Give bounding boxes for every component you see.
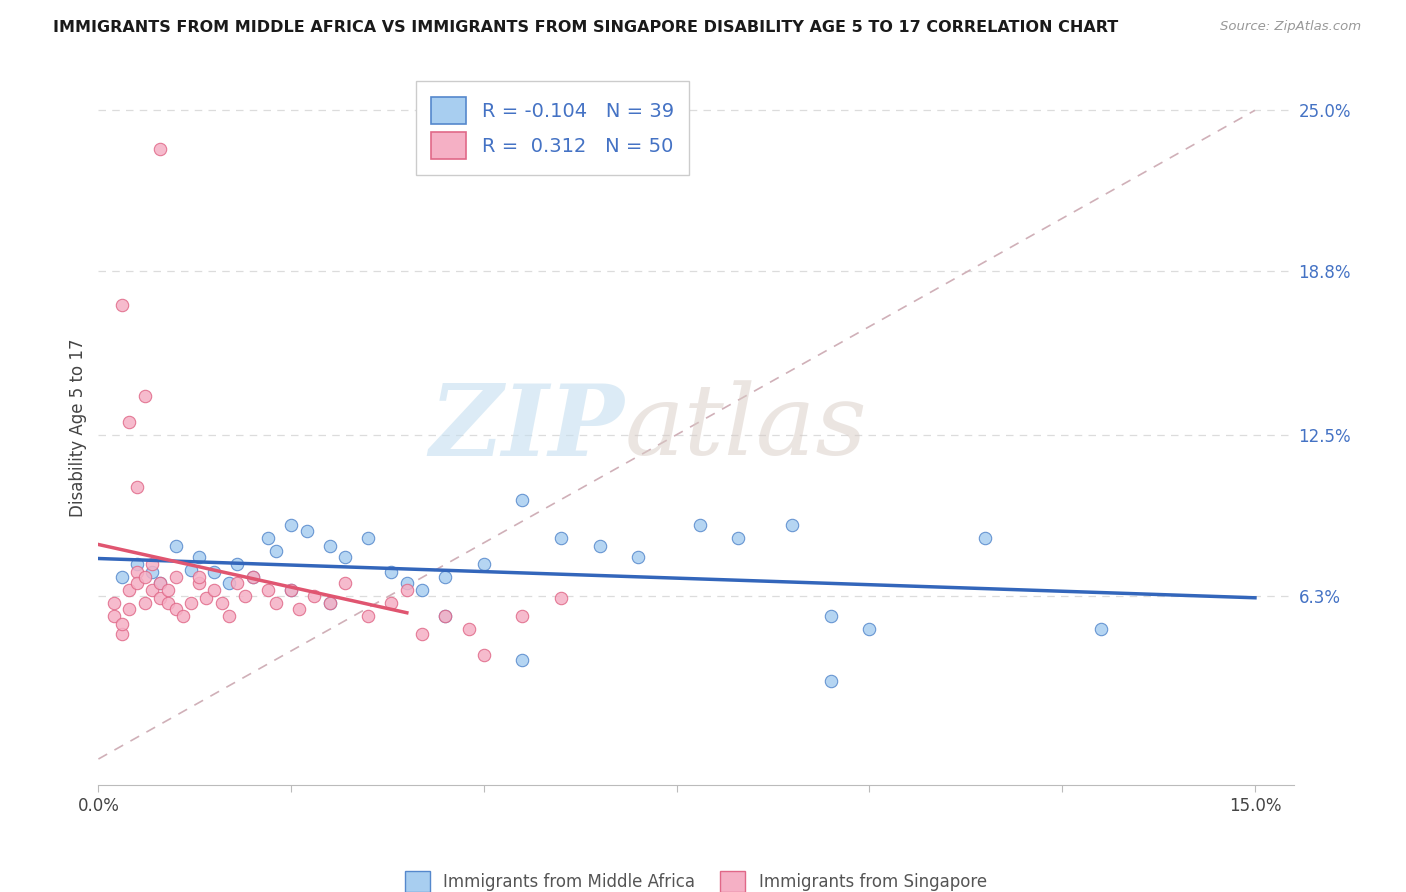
Point bbox=[103, 596, 125, 610]
Point bbox=[550, 591, 572, 606]
Point bbox=[180, 563, 202, 577]
Point bbox=[187, 549, 209, 564]
Point bbox=[411, 627, 433, 641]
Point bbox=[165, 570, 187, 584]
Point bbox=[233, 589, 256, 603]
Point bbox=[333, 575, 356, 590]
Point bbox=[380, 565, 402, 579]
Point bbox=[588, 539, 610, 553]
Point bbox=[395, 583, 418, 598]
Point bbox=[858, 622, 880, 636]
Point bbox=[627, 549, 650, 564]
Point bbox=[512, 492, 534, 507]
Point bbox=[218, 575, 240, 590]
Legend: Immigrants from Middle Africa, Immigrants from Singapore: Immigrants from Middle Africa, Immigrant… bbox=[398, 864, 994, 892]
Point bbox=[782, 518, 804, 533]
Point bbox=[820, 609, 842, 624]
Point bbox=[110, 627, 132, 641]
Point bbox=[165, 601, 187, 615]
Point bbox=[411, 583, 433, 598]
Point bbox=[202, 565, 225, 579]
Point bbox=[319, 539, 342, 553]
Point bbox=[727, 532, 749, 546]
Text: atlas: atlas bbox=[624, 381, 868, 475]
Point bbox=[434, 609, 457, 624]
Point bbox=[180, 596, 202, 610]
Point bbox=[211, 596, 233, 610]
Point bbox=[689, 518, 711, 533]
Point bbox=[820, 674, 842, 689]
Point bbox=[141, 565, 163, 579]
Point bbox=[304, 589, 326, 603]
Point bbox=[110, 570, 132, 584]
Text: IMMIGRANTS FROM MIDDLE AFRICA VS IMMIGRANTS FROM SINGAPORE DISABILITY AGE 5 TO 1: IMMIGRANTS FROM MIDDLE AFRICA VS IMMIGRA… bbox=[53, 20, 1119, 35]
Point bbox=[264, 544, 287, 558]
Point bbox=[242, 570, 264, 584]
Point bbox=[149, 591, 172, 606]
Point bbox=[125, 479, 148, 493]
Point bbox=[141, 558, 163, 572]
Point bbox=[295, 524, 318, 538]
Point bbox=[187, 570, 209, 584]
Point bbox=[257, 532, 280, 546]
Point bbox=[187, 575, 209, 590]
Point bbox=[380, 596, 402, 610]
Point bbox=[149, 575, 172, 590]
Point bbox=[288, 601, 311, 615]
Point bbox=[218, 609, 240, 624]
Point bbox=[110, 298, 132, 312]
Point bbox=[1090, 622, 1112, 636]
Point bbox=[165, 539, 187, 553]
Point bbox=[357, 532, 380, 546]
Point bbox=[103, 609, 125, 624]
Point bbox=[202, 583, 225, 598]
Point bbox=[280, 583, 302, 598]
Point bbox=[141, 583, 163, 598]
Point bbox=[134, 389, 156, 403]
Point bbox=[512, 609, 534, 624]
Point bbox=[118, 415, 141, 429]
Point bbox=[156, 596, 179, 610]
Point bbox=[333, 549, 356, 564]
Point bbox=[118, 601, 141, 615]
Point bbox=[149, 142, 172, 156]
Y-axis label: Disability Age 5 to 17: Disability Age 5 to 17 bbox=[69, 339, 87, 517]
Point bbox=[434, 609, 457, 624]
Point bbox=[118, 583, 141, 598]
Text: ZIP: ZIP bbox=[429, 380, 624, 476]
Point bbox=[226, 558, 249, 572]
Point bbox=[125, 565, 148, 579]
Point bbox=[550, 532, 572, 546]
Text: Source: ZipAtlas.com: Source: ZipAtlas.com bbox=[1220, 20, 1361, 33]
Point bbox=[974, 532, 997, 546]
Point bbox=[257, 583, 280, 598]
Point bbox=[110, 617, 132, 632]
Point bbox=[457, 622, 479, 636]
Point bbox=[512, 653, 534, 667]
Point bbox=[156, 583, 179, 598]
Point bbox=[280, 583, 302, 598]
Point bbox=[280, 518, 302, 533]
Point bbox=[134, 570, 156, 584]
Point bbox=[357, 609, 380, 624]
Point bbox=[395, 575, 418, 590]
Point bbox=[172, 609, 194, 624]
Point bbox=[125, 558, 148, 572]
Point bbox=[319, 596, 342, 610]
Point bbox=[125, 575, 148, 590]
Point bbox=[319, 596, 342, 610]
Point bbox=[434, 570, 457, 584]
Point bbox=[149, 575, 172, 590]
Point bbox=[472, 558, 495, 572]
Point bbox=[134, 596, 156, 610]
Point bbox=[264, 596, 287, 610]
Point bbox=[195, 591, 218, 606]
Point bbox=[226, 575, 249, 590]
Point bbox=[472, 648, 495, 663]
Point bbox=[242, 570, 264, 584]
